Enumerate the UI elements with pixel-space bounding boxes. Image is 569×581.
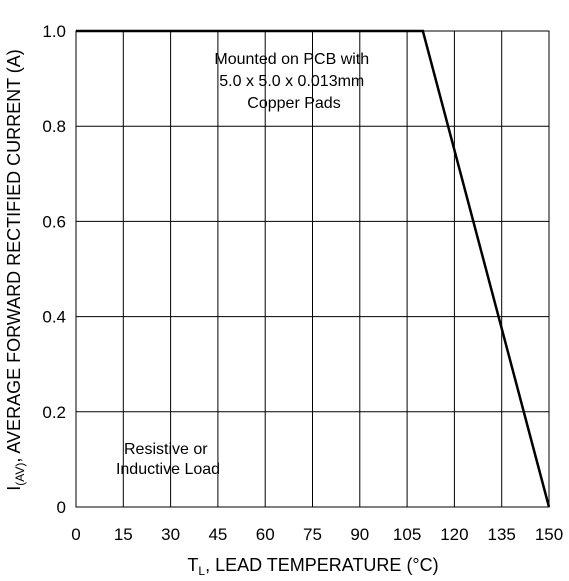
y-tick-label: 0.2 xyxy=(42,403,66,422)
mounting-annotation: Mounted on PCB with 5.0 x 5.0 x 0.013mm … xyxy=(214,51,373,112)
x-tick-label: 105 xyxy=(393,525,421,544)
mounting-line-2: 5.0 x 5.0 x 0.013mm xyxy=(219,73,364,90)
x-tick-label: 60 xyxy=(256,525,275,544)
x-tick-label: 90 xyxy=(350,525,369,544)
x-tick-label: 15 xyxy=(114,525,133,544)
y-axis-label: I(AV), AVERAGE FORWARD RECTIFIED CURRENT… xyxy=(4,49,27,491)
x-tick-label: 150 xyxy=(535,525,563,544)
x-tick-label: 45 xyxy=(208,525,227,544)
y-tick-labels: 0 0.2 0.4 0.6 0.8 1.0 xyxy=(42,22,66,517)
series-line xyxy=(76,29,551,508)
x-axis-label-main: T xyxy=(187,555,198,575)
x-tick-label: 30 xyxy=(161,525,180,544)
y-axis-label-sub: (AV) xyxy=(13,463,27,486)
x-tick-label: 135 xyxy=(488,525,516,544)
x-tick-label: 120 xyxy=(440,525,468,544)
mounting-line-3: Copper Pads xyxy=(247,95,340,112)
x-axis-label: TL, LEAD TEMPERATURE (°C) xyxy=(187,555,438,578)
mounting-line-1: Mounted on PCB with xyxy=(214,51,369,68)
x-tick-labels: 0 15 30 45 60 75 90 105 120 135 150 xyxy=(71,525,563,544)
load-annotation: Resistive or Inductive Load xyxy=(116,441,220,478)
load-line-2: Inductive Load xyxy=(116,461,220,478)
y-tick-label: 0.6 xyxy=(42,212,66,231)
y-axis-label-main: I xyxy=(4,486,24,491)
x-axis-label-sub: L xyxy=(198,564,205,578)
load-line-1: Resistive or xyxy=(124,441,208,458)
x-axis-label-rest: , LEAD TEMPERATURE (°C) xyxy=(205,555,439,575)
x-tick-label: 75 xyxy=(303,525,322,544)
y-tick-label: 0.8 xyxy=(42,117,66,136)
y-tick-label: 0 xyxy=(57,498,66,517)
y-axis-label-rest: , AVERAGE FORWARD RECTIFIED CURRENT (A) xyxy=(4,49,24,462)
x-tick-label: 0 xyxy=(71,525,80,544)
y-tick-label: 0.4 xyxy=(42,308,66,327)
y-tick-label: 1.0 xyxy=(42,22,66,41)
